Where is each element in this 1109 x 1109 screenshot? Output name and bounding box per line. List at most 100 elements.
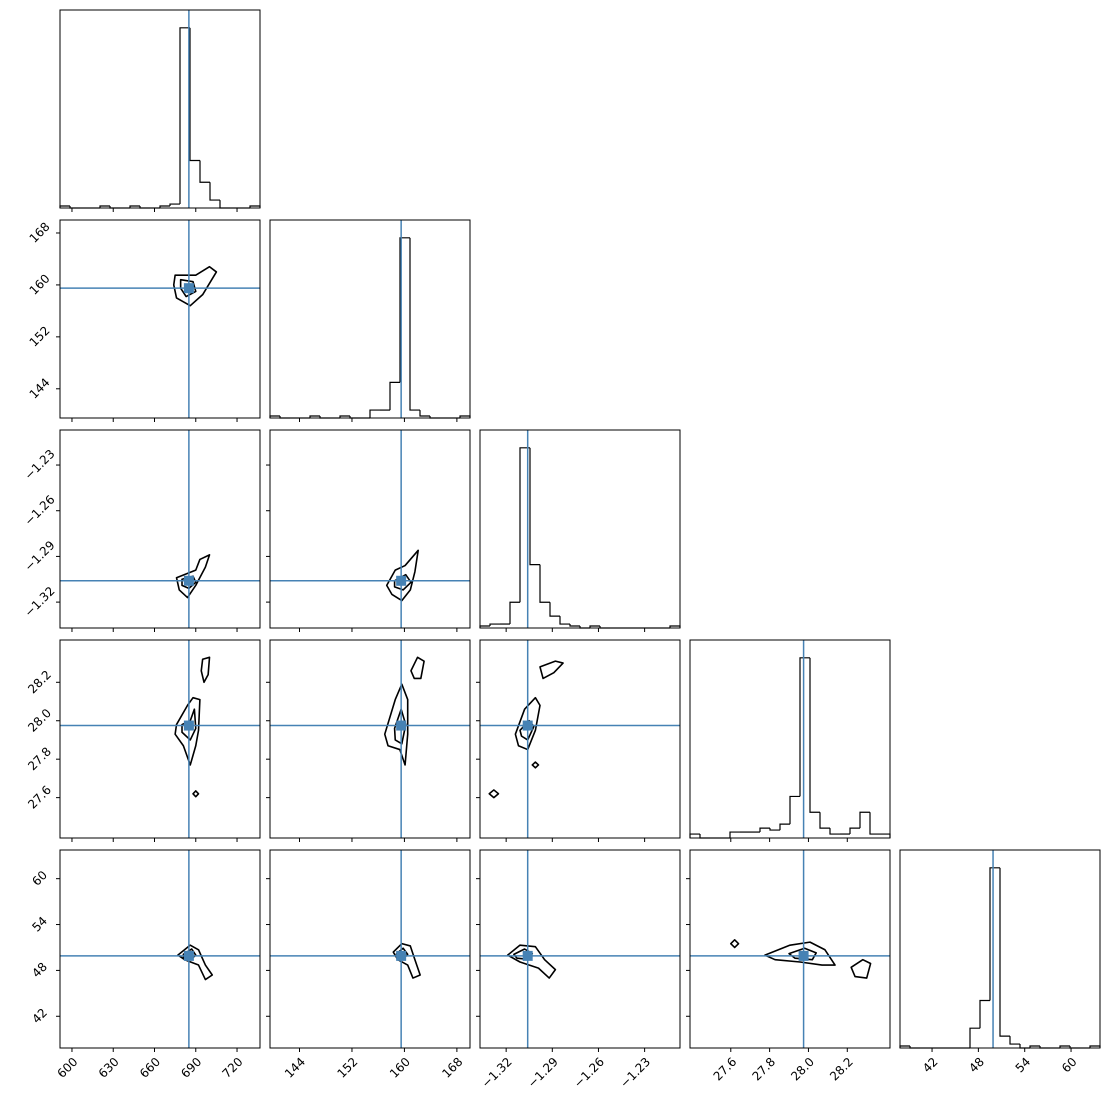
histogram-step	[389, 381, 400, 411]
contour	[385, 549, 419, 602]
truth-marker	[522, 720, 533, 731]
histogram-step	[789, 795, 800, 825]
histogram-step	[179, 27, 190, 205]
contour	[488, 789, 500, 799]
histogram-step	[99, 205, 110, 208]
contour	[764, 941, 836, 966]
histogram-step	[699, 834, 710, 839]
histogram-step	[589, 625, 600, 628]
x-tick-label: 660	[137, 1055, 163, 1081]
histogram-step	[769, 828, 780, 831]
histogram-step	[989, 867, 1000, 1001]
x-tick-label: −1.23	[617, 1055, 653, 1091]
x-tick-label: 690	[178, 1055, 204, 1081]
histogram-step	[1019, 1044, 1030, 1049]
y-tick-label: 152	[27, 323, 53, 349]
histogram-step	[559, 616, 570, 625]
y-tick-label: 28.0	[25, 706, 54, 735]
panel-frame	[689, 849, 891, 1049]
contour	[393, 708, 407, 745]
y-tick-label: 144	[27, 375, 53, 401]
x-tick-label: 144	[282, 1055, 308, 1081]
histogram-step	[519, 447, 530, 603]
x-tick-label: 168	[439, 1055, 465, 1081]
contour	[179, 278, 197, 298]
panel-frame	[59, 429, 261, 629]
histogram-step	[189, 27, 200, 162]
histogram-step	[799, 657, 810, 797]
contour	[175, 554, 211, 599]
panel-frame	[899, 849, 1101, 1049]
histogram-step	[339, 415, 350, 418]
x-tick-label: 28.0	[788, 1055, 817, 1084]
panel-frame	[269, 429, 471, 629]
contour	[506, 944, 557, 979]
contour	[383, 683, 409, 766]
contour	[174, 696, 201, 766]
y-tick-label: −1.26	[22, 492, 58, 528]
panel-frame	[59, 219, 261, 419]
contour	[729, 939, 740, 949]
histogram-step	[369, 409, 380, 418]
histogram-step	[309, 415, 320, 418]
panel-frame	[479, 849, 681, 1049]
contour	[514, 696, 541, 751]
x-tick-label: −1.32	[479, 1055, 515, 1091]
x-tick-label: −1.26	[571, 1055, 607, 1091]
y-tick-label: 28.2	[25, 668, 54, 697]
histogram-step	[129, 205, 140, 208]
y-tick-label: 27.6	[25, 783, 54, 812]
panel-frame	[479, 639, 681, 839]
histogram-step	[529, 447, 540, 566]
y-tick-label: 60	[29, 868, 50, 889]
y-tick-label: 42	[29, 1006, 50, 1027]
histogram-step	[880, 833, 891, 838]
contour	[531, 761, 540, 769]
histogram-step	[539, 564, 550, 603]
truth-marker	[183, 283, 194, 294]
x-tick-label: 720	[220, 1055, 246, 1081]
contour	[200, 656, 211, 684]
x-tick-label: 42	[920, 1055, 941, 1076]
histogram-step	[199, 160, 210, 183]
y-tick-label: −1.32	[22, 584, 58, 620]
histogram-step	[489, 623, 500, 627]
contour	[192, 790, 200, 798]
histogram-step	[399, 237, 410, 383]
histogram-step	[819, 812, 830, 829]
histogram-step	[859, 811, 870, 829]
panel-frame	[689, 639, 891, 839]
y-tick-label: 168	[27, 220, 53, 246]
truth-marker	[396, 720, 407, 731]
y-tick-label: 160	[27, 272, 53, 298]
y-tick-label: 48	[29, 960, 50, 981]
x-tick-label: 27.6	[711, 1055, 740, 1084]
panel-frame	[269, 849, 471, 1049]
panel-frame	[59, 639, 261, 839]
x-tick-label: 152	[334, 1055, 360, 1081]
truth-marker	[396, 575, 407, 586]
contour	[539, 660, 564, 680]
panel-frame	[59, 9, 261, 209]
histogram-step	[509, 601, 520, 625]
histogram-step	[829, 828, 840, 835]
histogram-step	[419, 410, 430, 417]
x-tick-label: 48	[966, 1055, 987, 1076]
histogram-step	[969, 1027, 980, 1048]
histogram-step	[159, 205, 170, 208]
histogram-step	[759, 827, 770, 833]
contour	[393, 573, 412, 591]
y-tick-label: −1.29	[22, 538, 58, 574]
x-tick-label: 160	[387, 1055, 413, 1081]
panel-frame	[479, 429, 681, 629]
histogram-step	[1009, 1036, 1020, 1045]
x-tick-label: 600	[54, 1055, 80, 1081]
histogram-step	[409, 237, 420, 411]
truth-marker	[183, 575, 194, 586]
histogram-step	[729, 831, 740, 838]
histogram-step	[209, 182, 220, 201]
x-tick-label: 54	[1013, 1055, 1034, 1076]
histogram-step	[569, 624, 580, 627]
truth-marker	[798, 950, 809, 961]
